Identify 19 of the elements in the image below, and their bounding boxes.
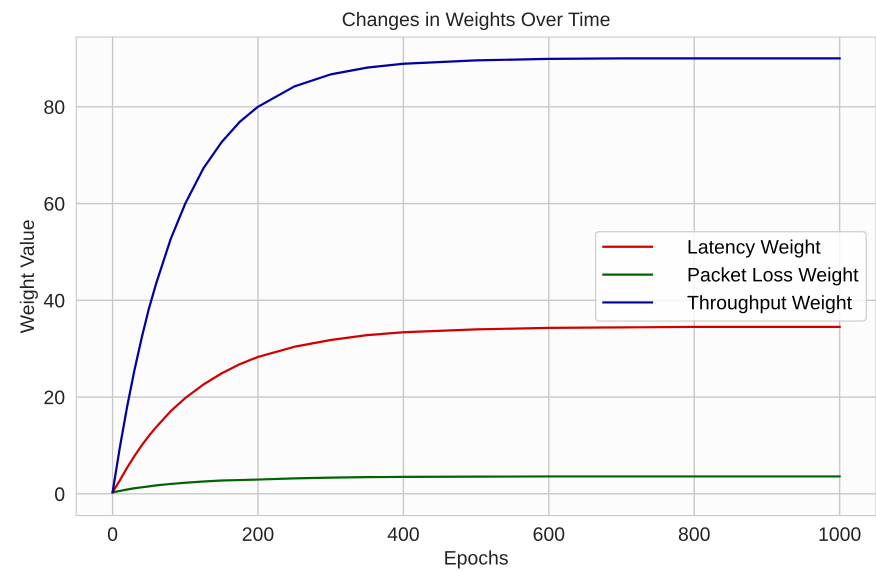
- legend-label: Latency Weight: [688, 239, 821, 258]
- legend-label: Throughput Weight: [687, 295, 852, 314]
- y-tick-label: 80: [44, 100, 64, 114]
- y-tick-label: 20: [44, 390, 64, 404]
- x-tick-label: 400: [388, 527, 419, 542]
- x-tick-label: 1000: [820, 527, 861, 542]
- x-tick-label: 0: [108, 527, 118, 542]
- chart-title: Changes in Weights Over Time: [342, 12, 610, 30]
- y-tick-label: 40: [44, 294, 64, 308]
- x-tick-label: 200: [242, 527, 274, 542]
- x-axis-title: Epochs: [445, 550, 508, 569]
- y-tick-label: 60: [44, 197, 64, 211]
- line-series: [111, 326, 841, 494]
- y-axis-title: Weight Value: [20, 220, 38, 334]
- legend-label: Packet Loss Weight: [688, 267, 858, 286]
- x-tick-label: 600: [534, 527, 564, 542]
- y-tick-label: 0: [55, 487, 64, 502]
- x-tick-label: 800: [678, 527, 710, 542]
- line-series: [111, 475, 841, 494]
